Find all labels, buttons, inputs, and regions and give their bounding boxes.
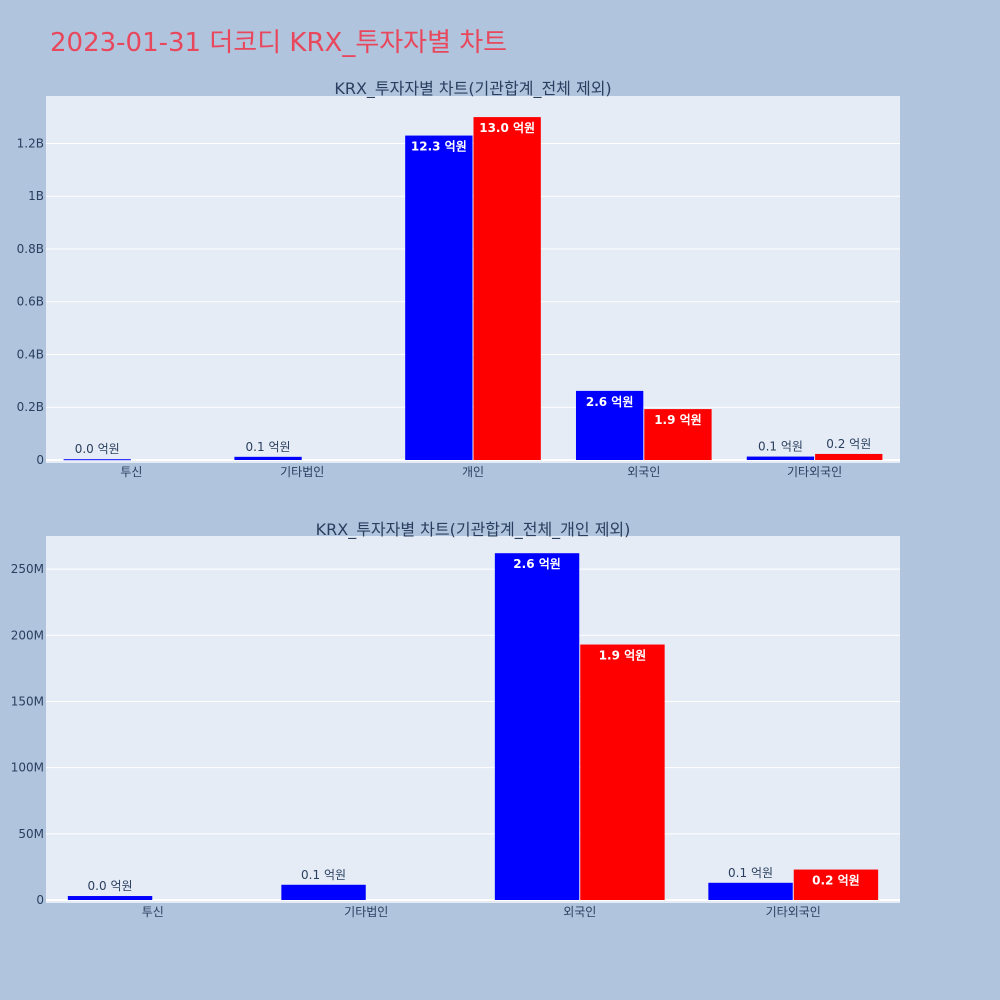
chart1-title: KRX_투자자별 차트(기관합계_전체 제외) — [334, 79, 611, 99]
chart1-data-label: 13.0 억원 — [479, 121, 535, 135]
chart1-data-label: 12.3 억원 — [411, 140, 467, 154]
chart2-bar-buy — [67, 896, 153, 900]
chart2-y-tick-label: 150M — [11, 694, 44, 708]
chart2-data-label: 0.1 억원 — [301, 868, 346, 882]
page-title: 2023-01-31 더코디 KRX_투자자별 차트 — [50, 28, 508, 58]
chart1-data-label: 0.1 억원 — [246, 440, 291, 454]
chart1-y-tick-label: 0.8B — [17, 242, 44, 256]
chart1-y-tick-label: 1B — [28, 189, 44, 203]
chart2-data-label: 0.1 억원 — [728, 866, 773, 880]
chart2-y-tick-label: 200M — [11, 628, 44, 642]
chart1-bar-buy — [63, 459, 131, 461]
chart2-y-tick-label: 0 — [36, 893, 44, 907]
chart2-data-label: 1.9 억원 — [599, 649, 647, 663]
chart1-y-tick-label: 0.2B — [17, 400, 44, 414]
chart1-bar-buy — [234, 456, 302, 460]
chart2-x-tick-label: 투신 — [142, 905, 164, 919]
chart1-bar-buy — [405, 135, 473, 460]
chart1-data-label: 2.6 억원 — [586, 395, 634, 409]
chart2-y-tick-label: 100M — [11, 761, 44, 775]
chart1-x-tick-label: 기타외국인 — [787, 465, 842, 479]
chart1-y-tick-label: 0 — [36, 453, 44, 467]
chart1-data-label: 1.9 억원 — [654, 413, 702, 427]
chart1-data-label: 0.2 억원 — [826, 437, 871, 451]
chart2-data-label: 0.2 억원 — [812, 874, 860, 888]
chart2-x-tick-label: 외국인 — [563, 905, 596, 919]
chart2-data-label: 2.6 억원 — [513, 557, 561, 571]
chart1-data-label: 0.1 억원 — [758, 440, 803, 454]
chart1-x-tick-label: 개인 — [462, 465, 484, 479]
chart1-x-tick-label: 외국인 — [627, 465, 660, 479]
chart2-y-tick-label: 250M — [11, 562, 44, 576]
chart2-x-tick-label: 기타법인 — [344, 905, 388, 919]
chart1-bar-buy — [575, 390, 644, 460]
chart2-data-label: 0.0 억원 — [88, 879, 133, 893]
chart2-bar-buy — [494, 553, 580, 900]
chart1-bar-sell — [815, 453, 883, 460]
chart1-y-tick-label: 0.4B — [17, 347, 44, 361]
chart1-y-tick-label: 1.2B — [17, 136, 44, 150]
chart2-plot-area — [46, 536, 900, 903]
chart1-x-tick-label: 투신 — [120, 465, 142, 479]
chart1-bar-sell — [473, 117, 541, 461]
chart2-y-tick-label: 50M — [18, 827, 44, 841]
chart2-title: KRX_투자자별 차트(기관합계_전체_개인 제외) — [316, 520, 631, 540]
chart2-bar-sell — [793, 869, 879, 900]
chart1-bar-sell — [644, 409, 712, 460]
chart1-data-label: 0.0 억원 — [75, 442, 120, 456]
chart1-bar-buy — [746, 456, 815, 460]
chart2-bar-buy — [281, 884, 366, 900]
chart2-bar-sell — [580, 644, 665, 900]
chart1-x-tick-label: 기타법인 — [280, 465, 324, 479]
chart2-x-tick-label: 기타외국인 — [766, 905, 821, 919]
chart1-y-tick-label: 0.6B — [17, 295, 44, 309]
chart2-bar-buy — [708, 882, 793, 900]
chart1-plot-area — [46, 96, 900, 463]
